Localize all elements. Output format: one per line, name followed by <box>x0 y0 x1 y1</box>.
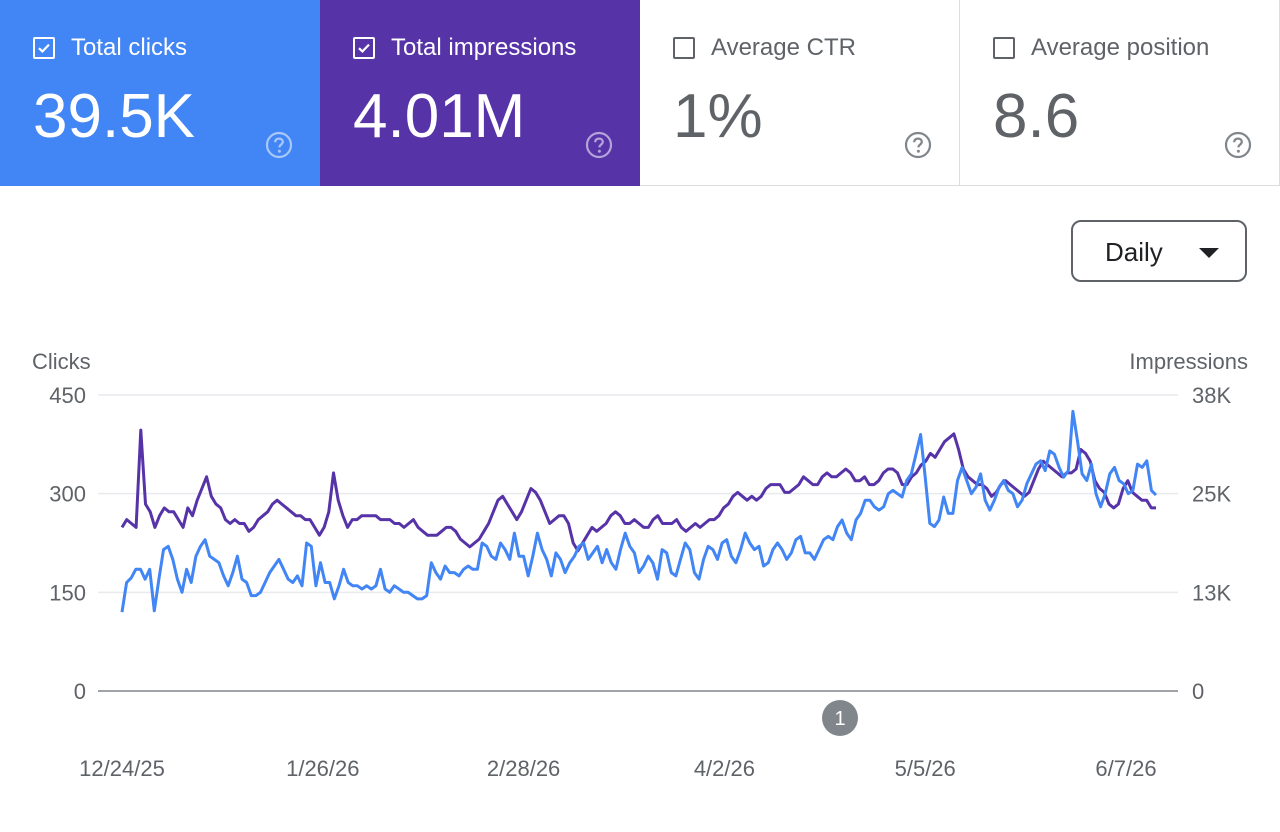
left-tick-label: 450 <box>49 383 86 408</box>
card-label: Total impressions <box>391 34 577 61</box>
x-tick-label: 1/26/26 <box>286 756 359 781</box>
x-axis-ticks: 12/24/25 1/26/26 2/28/26 4/2/26 5/5/26 6/7/26 <box>79 756 1156 781</box>
performance-chart: Clicks Impressions 450 300 150 0 38K 25K 13K 0… <box>32 349 1248 781</box>
card-value: 39.5K <box>33 82 196 151</box>
card-value: 4.01M <box>353 82 526 151</box>
checkbox-icon[interactable] <box>353 37 375 59</box>
total-impressions-card[interactable]: Total impressions 4.01M <box>320 0 640 186</box>
help-circle-icon[interactable] <box>904 131 932 159</box>
right-tick-label: 13K <box>1192 580 1231 605</box>
left-tick-label: 0 <box>74 679 86 704</box>
dropdown-label: Daily <box>1105 237 1163 267</box>
x-tick-label: 2/28/26 <box>487 756 560 781</box>
clicks-line <box>120 409 1158 613</box>
right-tick-label: 0 <box>1192 679 1204 704</box>
right-tick-label: 38K <box>1192 383 1231 408</box>
x-tick-label: 5/5/26 <box>895 756 956 781</box>
card-header: Average position <box>993 34 1209 62</box>
gridlines <box>98 394 1178 692</box>
card-label: Average CTR <box>711 34 856 61</box>
card-header: Total impressions <box>353 34 576 62</box>
left-axis-label: Clicks <box>32 349 91 374</box>
right-axis-ticks: 38K 25K 13K 0 <box>1192 383 1231 704</box>
help-circle-icon[interactable] <box>265 131 293 159</box>
metric-cards: Total clicks 39.5K Total impressions 4.0… <box>0 0 1280 187</box>
left-tick-label: 150 <box>49 580 86 605</box>
card-value: 1% <box>673 82 763 151</box>
right-axis-label: Impressions <box>1129 349 1248 374</box>
right-tick-label: 25K <box>1192 482 1231 507</box>
checkbox-icon[interactable] <box>673 37 695 59</box>
impressions-line <box>120 428 1156 553</box>
caret-down-icon <box>1199 248 1219 258</box>
card-label: Total clicks <box>71 34 188 61</box>
series-lines <box>120 409 1158 613</box>
x-tick-label: 12/24/25 <box>79 756 165 781</box>
card-label: Average position <box>1031 34 1210 61</box>
granularity-dropdown[interactable]: Daily <box>1071 220 1247 282</box>
average-ctr-card[interactable]: Average CTR 1% <box>640 0 960 186</box>
left-tick-label: 300 <box>49 482 86 507</box>
help-circle-icon[interactable] <box>1224 131 1252 159</box>
x-tick-label: 6/7/26 <box>1095 756 1156 781</box>
x-tick-label: 4/2/26 <box>694 756 755 781</box>
card-header: Total clicks <box>33 34 187 62</box>
average-position-card[interactable]: Average position 8.6 <box>960 0 1280 186</box>
total-clicks-card[interactable]: Total clicks 39.5K <box>0 0 320 186</box>
help-circle-icon[interactable] <box>585 131 613 159</box>
left-axis-ticks: 450 300 150 0 <box>49 383 86 704</box>
annotation-label: 1 <box>834 708 845 730</box>
annotation-marker[interactable]: 1 <box>822 700 858 736</box>
checkbox-icon[interactable] <box>993 37 1015 59</box>
checkbox-icon[interactable] <box>33 37 55 59</box>
card-header: Average CTR <box>673 34 856 62</box>
card-value: 8.6 <box>993 82 1080 151</box>
